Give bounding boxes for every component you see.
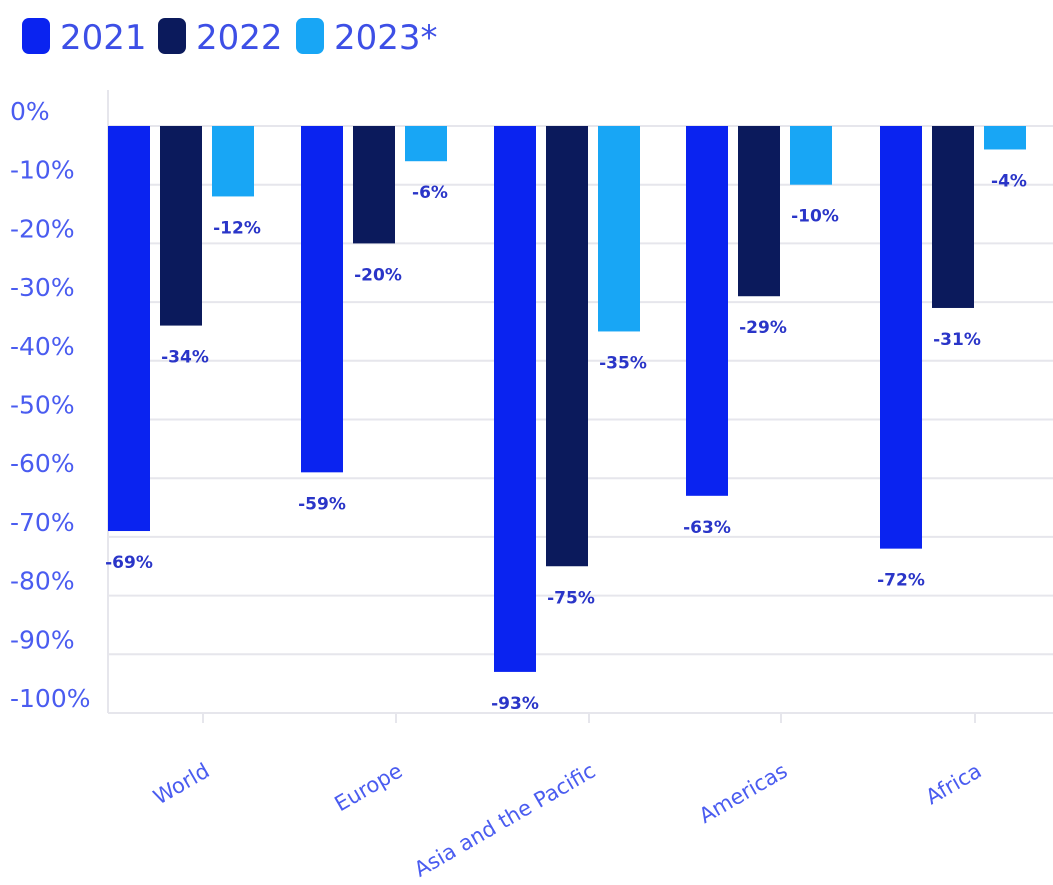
bar-2022-europe: [353, 126, 395, 244]
y-tick-label: 0%: [10, 97, 50, 126]
data-label: -35%: [599, 353, 647, 373]
y-tick-label: -70%: [10, 508, 75, 537]
bar-2022-africa: [932, 126, 974, 308]
y-tick-label: -80%: [10, 567, 75, 596]
data-label: -12%: [213, 218, 261, 238]
y-tick-label: -40%: [10, 332, 75, 361]
y-tick-label: -20%: [10, 214, 75, 243]
x-tick-label: Africa: [922, 759, 986, 810]
bar-2021-asia-and-the-pacific: [494, 126, 536, 672]
data-label: -63%: [683, 518, 731, 538]
bar-2023-americas: [790, 126, 832, 185]
x-tick-label: Americas: [695, 759, 792, 829]
bar-2021-americas: [686, 126, 728, 496]
data-label: -10%: [791, 207, 839, 227]
bar-2022-americas: [738, 126, 780, 297]
data-label: -6%: [412, 183, 448, 203]
bar-2023-africa: [984, 126, 1026, 150]
x-tick-label: Europe: [331, 759, 407, 817]
data-label: -72%: [877, 571, 925, 591]
data-label: -69%: [105, 553, 153, 573]
bar-2022-world: [160, 126, 202, 326]
data-label: -34%: [161, 348, 209, 368]
legend-swatch: [296, 18, 324, 54]
legend-swatch: [22, 18, 50, 54]
legend-label: 2021: [60, 18, 147, 58]
bar-2022-asia-and-the-pacific: [546, 126, 588, 567]
bar-2023-world: [212, 126, 254, 197]
legend: 2021 2022 2023*: [22, 18, 438, 58]
data-labels: -69% -34% -12% -59% -20% -6% -93% -75% -35% -63% -…: [105, 171, 1027, 713]
y-tick-label: -60%: [10, 449, 75, 478]
bar-2023-europe: [405, 126, 447, 162]
bar-2021-europe: [301, 126, 343, 473]
x-tick-label: World: [149, 759, 213, 810]
y-tick-label: -50%: [10, 391, 75, 420]
x-axis-ticks: World Europe Asia and the Pacific Americas A…: [149, 759, 985, 882]
y-axis-ticks: 0% -10% -20% -30% -40% -50% -60% -70% -80% -90% -1…: [10, 97, 91, 713]
x-tick-label: Asia and the Pacific: [410, 759, 599, 882]
data-label: -59%: [298, 494, 346, 514]
y-tick-label: -100%: [10, 684, 91, 713]
legend-label: 2023*: [334, 18, 438, 58]
data-label: -4%: [991, 171, 1027, 191]
data-label: -75%: [547, 588, 595, 608]
y-tick-label: -90%: [10, 625, 75, 654]
bars: [108, 126, 1026, 672]
data-label: -93%: [491, 694, 539, 714]
data-label: -31%: [933, 330, 981, 350]
data-label: -29%: [739, 318, 787, 338]
bar-2023-asia-and-the-pacific: [598, 126, 640, 332]
data-label: -20%: [354, 265, 402, 285]
bar-2021-world: [108, 126, 150, 532]
legend-swatch: [158, 18, 186, 54]
bar-2021-africa: [880, 126, 922, 549]
y-tick-label: -10%: [10, 156, 75, 185]
y-tick-label: -30%: [10, 273, 75, 302]
legend-label: 2022: [196, 18, 283, 58]
